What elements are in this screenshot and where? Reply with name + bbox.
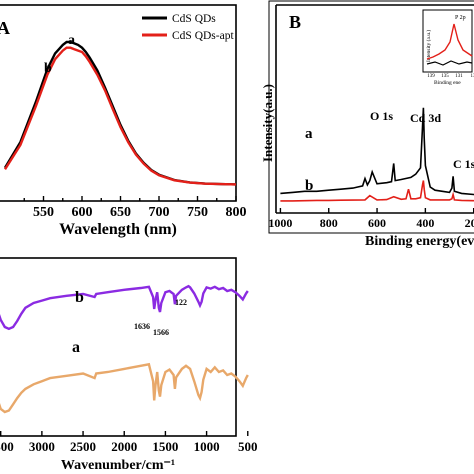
- panel-c-x-tick-label: 500: [238, 439, 258, 454]
- panel-b-x-axis-title: Binding energy(ev): [365, 234, 474, 249]
- panel-c-series-line: [0, 362, 249, 414]
- panel-a-curve-label-a: a: [68, 33, 75, 48]
- panel-b-x-tick-label: 1000: [268, 216, 292, 230]
- panel-a-frame: [0, 4, 237, 202]
- panel-c: 3500 3000 2500 2000 1500 1000 500 Wavenumber/cm…: [0, 257, 258, 473]
- panel-b-inset-black-line: [426, 60, 473, 66]
- panel-c-series-line: [0, 284, 249, 331]
- panel-b-x-tick-label: 600: [368, 216, 386, 230]
- panel-a-label: A: [0, 18, 10, 38]
- panel-a-x-tick-label: 650: [110, 205, 131, 220]
- panel-b-series-line: [280, 107, 474, 196]
- panel-b-outer-border: [268, 0, 474, 234]
- panel-a-x-tick-label: 750: [187, 205, 208, 220]
- panel-b-y-axis-title: Intensity(a.u.): [260, 84, 275, 162]
- panel-b-x-tick-label: 200: [465, 216, 474, 230]
- panel-b-inset-x-label: Binding ene: [434, 80, 461, 86]
- panel-c-peak-label: 1566: [153, 328, 169, 337]
- panel-a-x-tick-label: 700: [149, 205, 170, 220]
- panel-c-x-tick-label: 2500: [70, 439, 96, 454]
- panel-b-inset-tick-label: 139: [427, 74, 435, 79]
- panel-a-series-line: [3, 40, 237, 186]
- panel-a-x-tick-label: 600: [72, 205, 93, 220]
- panel-c-frame: [0, 257, 237, 437]
- panel-b-inset-y-label: Intensity (a.u.): [425, 30, 432, 62]
- panel-b-x-tick-label: 800: [320, 216, 338, 230]
- panel-a: 550 600 650 700 750 800 Wavelength (nm) Aa b CdS …: [0, 4, 247, 238]
- panel-b-inset-tick-label: 13: [471, 74, 474, 79]
- panel-b-curve-label-a: a: [305, 126, 313, 142]
- panel-a-curve-label-b: b: [44, 61, 52, 76]
- panel-b-peak-label: C 1s: [453, 157, 474, 171]
- panel-b-inset-red-line: [426, 23, 473, 60]
- panel-b-peak-label: Cd 3d: [410, 111, 441, 125]
- panel-b: 1000 800 600 400 200 Binding energy(ev) Intens…: [260, 0, 474, 249]
- panel-c-x-tick-label: 1500: [152, 439, 178, 454]
- panel-a-x-tick-label: 800: [226, 205, 247, 220]
- panel-b-inset-frame: [422, 9, 473, 73]
- panel-b-inset-tick-label: 135: [441, 74, 449, 79]
- panel-b-peak-label: O 1s: [370, 109, 393, 123]
- panel-c-x-tick-label: 1000: [194, 439, 220, 454]
- panel-c-x-axis-title: Wavenumber/cm⁻¹: [61, 458, 175, 473]
- panel-a-series-line: [3, 46, 237, 186]
- panel-a-legend-label: CdS QDs: [172, 13, 216, 25]
- panel-b-x-tick-label: 400: [416, 216, 434, 230]
- panel-a-x-axis-title: Wavelength (nm): [59, 221, 177, 238]
- panel-c-x-tick-label: 3000: [29, 439, 55, 454]
- panel-b-label: B: [289, 12, 301, 32]
- panel-b-inset-tick-label: 131: [455, 74, 463, 79]
- panel-a-x-tick-label: 550: [33, 205, 54, 220]
- panel-c-x-tick-label: 2000: [111, 439, 137, 454]
- panel-b-series-line: [280, 180, 474, 202]
- panel-b-inset-peak-label: P 2p: [455, 15, 466, 21]
- panel-a-legend-label: CdS QDs-apt: [172, 30, 234, 42]
- panel-c-curve-label-b: b: [75, 289, 84, 306]
- panel-c-x-tick-label: 3500: [0, 439, 14, 454]
- panel-c-peak-label: 122: [175, 298, 187, 307]
- panel-b-curve-label-b: b: [305, 178, 313, 194]
- panel-c-peak-label: 1636: [134, 322, 150, 331]
- panel-c-curve-label-a: a: [72, 339, 80, 356]
